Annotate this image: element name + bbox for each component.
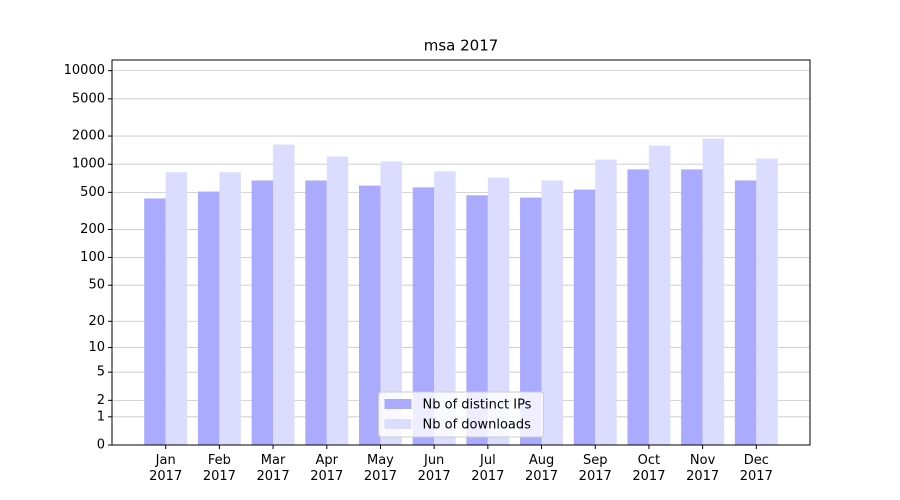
y-tick-label: 10 [88, 340, 105, 355]
y-tick-label: 1000 [72, 157, 105, 172]
bar [412, 187, 435, 446]
bar [541, 180, 564, 446]
bar [251, 180, 274, 446]
x-tick-label: Jun 2017 [417, 453, 451, 484]
bar [305, 180, 327, 446]
x-tick-label: Jan 2017 [149, 453, 183, 484]
x-tick-label: Nov 2017 [686, 453, 720, 484]
x-tick-label: Dec 2017 [739, 453, 773, 484]
bar [520, 197, 542, 445]
y-tick-label: 200 [80, 222, 105, 237]
bar [144, 198, 166, 445]
bar [681, 169, 703, 445]
bar [219, 172, 241, 445]
y-tick-label: 2 [97, 393, 105, 408]
y-tick-label: 5000 [72, 91, 105, 106]
plot-frame [111, 59, 811, 446]
x-tick-label: Apr 2017 [310, 453, 344, 484]
bar [466, 195, 488, 445]
legend-label: Nb of distinct IPs [423, 398, 532, 413]
bar [734, 180, 757, 446]
legend-label: Nb of downloads [423, 418, 532, 433]
x-tick-label: May 2017 [363, 453, 397, 484]
x-tick-label: Aug 2017 [524, 453, 559, 484]
y-tick-label: 1 [97, 409, 105, 424]
bar [326, 156, 349, 445]
bar [627, 169, 649, 445]
y-tick-label: 5 [97, 365, 105, 380]
bar [756, 158, 778, 445]
y-tick-label: 50 [88, 278, 105, 293]
legend-swatch [384, 419, 412, 429]
y-tick-label: 100 [80, 250, 105, 265]
y-tick-label: 2000 [72, 129, 105, 144]
bar [165, 172, 188, 445]
x-tick-label: Jul 2017 [471, 453, 505, 484]
bar [487, 177, 510, 445]
bar [573, 189, 596, 445]
bar [273, 144, 295, 445]
bar [648, 145, 671, 445]
x-tick-label: Feb 2017 [202, 453, 236, 484]
y-tick-label: 10000 [64, 63, 105, 78]
y-tick-label: 0 [97, 438, 105, 453]
bar [197, 191, 220, 445]
x-tick-label: Oct 2017 [632, 453, 666, 484]
y-tick-label: 500 [80, 185, 105, 200]
bar [358, 185, 381, 446]
chart-title: msa 2017 [424, 37, 499, 55]
bar [434, 171, 456, 445]
x-tick-label: Sep 2017 [578, 453, 612, 484]
x-tick-label: Mar 2017 [256, 453, 290, 484]
legend-frame [378, 391, 544, 438]
y-tick-label: 20 [88, 314, 105, 329]
bar [380, 161, 402, 445]
bar [595, 159, 617, 445]
legend: Nb of distinct IPs Nb of downloads [378, 391, 544, 438]
bar [702, 138, 725, 445]
legend-swatch [384, 399, 412, 409]
